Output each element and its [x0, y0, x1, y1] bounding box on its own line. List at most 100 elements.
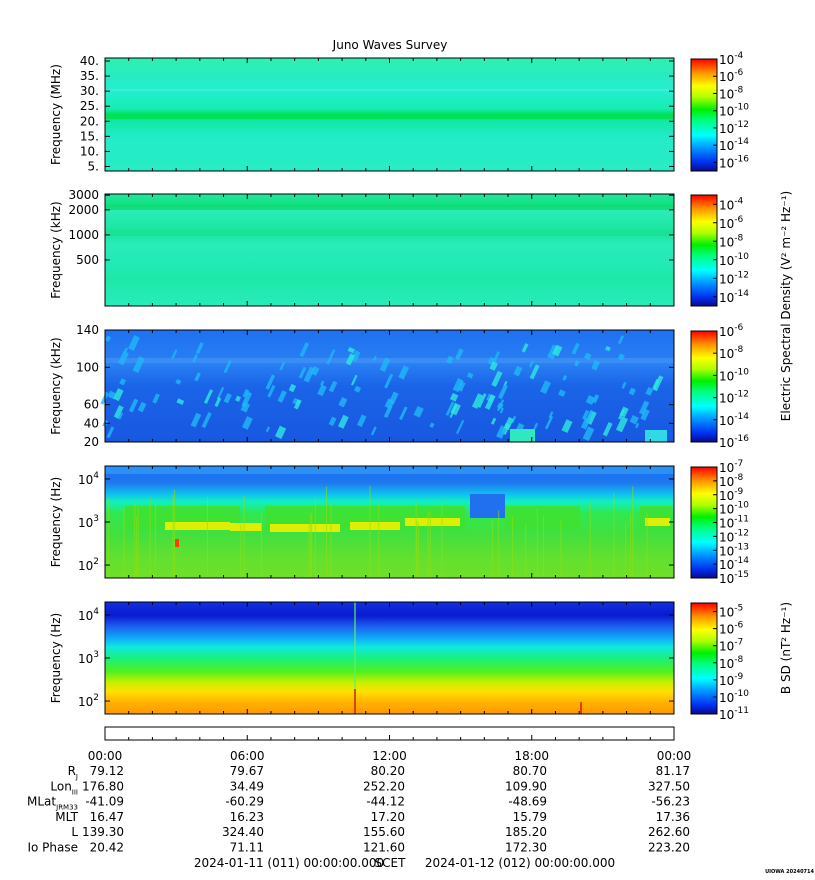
burst [562, 374, 568, 381]
burst [105, 335, 112, 342]
burst [203, 389, 214, 404]
burst [265, 426, 271, 433]
burst [119, 378, 127, 386]
colorbar-tick-label: 10-12 [719, 270, 749, 286]
colorbar-tick-label: 10-11 [719, 706, 749, 722]
burst [293, 399, 302, 410]
y-tick-label: 40. [80, 54, 99, 68]
burst [491, 370, 503, 387]
y-axis-label: Frequency (Hz) [49, 477, 63, 568]
burst [628, 387, 637, 396]
ephem-value: 80.20 [371, 764, 405, 778]
burst [223, 360, 232, 374]
burst [629, 415, 639, 425]
y-tick-label: 20. [80, 114, 99, 128]
ephem-value: 327.50 [648, 779, 690, 793]
burst [194, 372, 201, 382]
y-tick-label: 103 [78, 514, 99, 530]
burst [132, 356, 145, 373]
patch [510, 429, 535, 442]
burst [152, 393, 160, 404]
burst [277, 390, 287, 403]
burst [195, 342, 204, 355]
panel-3: 140 100 60 40 20 Frequency (kHz) 10-6 10-8 10-10… [49, 323, 749, 450]
burst [561, 419, 573, 434]
burst [452, 378, 464, 393]
x-tick-label: 18:00 [514, 749, 549, 763]
colorbar-tick-label: 10-8 [719, 345, 744, 361]
ephem-value: 80.70 [513, 764, 547, 778]
burst [303, 366, 315, 383]
ephem-value: 15.79 [513, 810, 547, 824]
burst [645, 387, 654, 396]
burst [499, 407, 504, 414]
burst [582, 426, 595, 442]
burst [455, 348, 464, 361]
ephem-value: 16.23 [230, 810, 264, 824]
ephem-value: 71.11 [230, 841, 264, 855]
ephem-value: -41.09 [85, 795, 124, 809]
colorbar-tick-label: 10-16 [719, 434, 749, 450]
colorbar-tick-label: 10-6 [719, 621, 744, 637]
spectrogram-5 [105, 602, 674, 714]
burst [621, 381, 627, 389]
y-tick-label: 104 [78, 471, 99, 487]
burst [521, 343, 529, 353]
band-faint [105, 89, 674, 91]
colorbar-tick-label: 10-16 [719, 154, 749, 170]
colorbar-tick-label: 10-12 [719, 120, 749, 136]
burst [265, 374, 276, 390]
burst [558, 389, 566, 397]
burst [571, 342, 580, 355]
burst [201, 412, 212, 429]
burst [347, 346, 356, 354]
ephem-value: 121.60 [363, 841, 405, 855]
burst [106, 426, 115, 439]
burst [356, 414, 367, 428]
ephem-value: 17.36 [656, 810, 690, 824]
band-1mhz [105, 230, 674, 236]
burst [216, 386, 225, 400]
burst [602, 421, 613, 437]
burst [552, 344, 563, 357]
burst [298, 366, 307, 379]
burst [582, 409, 590, 420]
end-time: 2024-01-12 (012) 00:00:00.000 [425, 856, 615, 870]
burst [372, 355, 377, 361]
colorbar-label-electric: Electric Spectral Density (V² m⁻² Hz⁻¹) [779, 191, 793, 421]
ephem-label: RJ [68, 764, 78, 781]
burst [449, 404, 458, 418]
band-2mhz [105, 205, 674, 210]
spectrogram-3 [105, 330, 674, 442]
ephem-label: L [71, 825, 78, 839]
x-tick-label: 06:00 [230, 749, 265, 763]
burst [326, 349, 336, 365]
burst [242, 388, 250, 398]
colorbar-tick-label: 10-6 [719, 323, 744, 339]
burst [615, 416, 629, 433]
y-tick-label: 500 [76, 253, 99, 267]
burst [580, 417, 591, 430]
burst [398, 365, 410, 380]
hot-spot [175, 539, 179, 547]
burst [484, 394, 496, 410]
burst [529, 364, 540, 380]
ephem-label: LonIII [50, 779, 78, 796]
burst [338, 414, 349, 429]
ephem-value: -60.29 [225, 795, 264, 809]
burst [496, 425, 507, 439]
burst [399, 406, 408, 421]
colorbar-1 [690, 58, 718, 172]
y-tick-label: 104 [78, 607, 99, 623]
burst [457, 381, 466, 392]
colorbar-tick-label: 10-9 [719, 672, 744, 688]
ephem-value: -56.23 [651, 795, 690, 809]
colorbar-4 [690, 466, 718, 579]
ephem-value: 223.20 [648, 841, 690, 855]
ephem-value: 155.60 [363, 825, 405, 839]
burst [466, 372, 474, 379]
intense-emission [350, 522, 400, 530]
burst [456, 419, 465, 435]
